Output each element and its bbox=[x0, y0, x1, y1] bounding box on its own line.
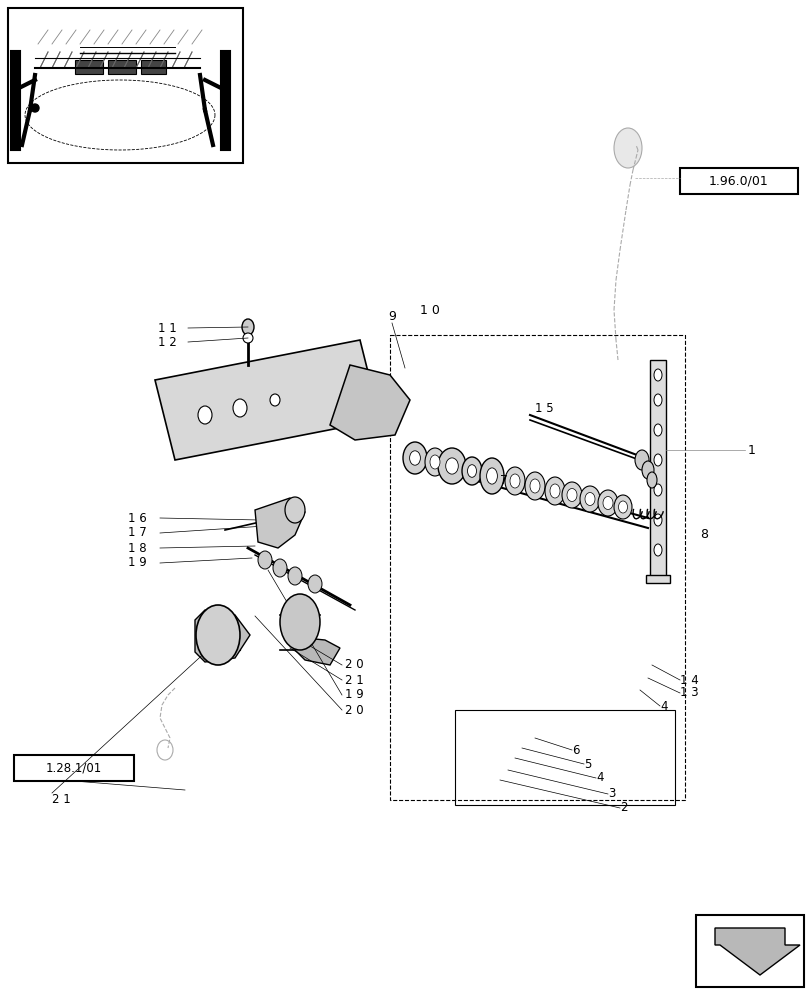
Bar bbox=[141, 60, 165, 74]
Ellipse shape bbox=[634, 450, 648, 470]
Polygon shape bbox=[255, 498, 305, 548]
Text: 2 0: 2 0 bbox=[345, 658, 363, 672]
Ellipse shape bbox=[530, 479, 539, 493]
Text: 1: 1 bbox=[747, 444, 755, 456]
Ellipse shape bbox=[613, 495, 631, 519]
Ellipse shape bbox=[544, 477, 564, 505]
Text: 1 3: 1 3 bbox=[679, 686, 697, 700]
Ellipse shape bbox=[579, 486, 599, 512]
Bar bbox=[75, 60, 103, 74]
Ellipse shape bbox=[409, 451, 420, 465]
Ellipse shape bbox=[467, 465, 476, 477]
Bar bbox=[695, 915, 803, 987]
Bar bbox=[646, 575, 669, 583]
Text: 7: 7 bbox=[500, 474, 508, 487]
Ellipse shape bbox=[561, 482, 581, 508]
Text: 1 7: 1 7 bbox=[128, 526, 147, 540]
Ellipse shape bbox=[584, 492, 594, 506]
Text: 1 5: 1 5 bbox=[534, 401, 553, 414]
Ellipse shape bbox=[285, 497, 305, 523]
Text: 1 6: 1 6 bbox=[128, 512, 147, 524]
Polygon shape bbox=[195, 610, 250, 662]
Text: 1 8: 1 8 bbox=[128, 542, 147, 554]
Text: 1 0: 1 0 bbox=[419, 304, 440, 316]
Ellipse shape bbox=[270, 514, 285, 534]
Ellipse shape bbox=[653, 514, 661, 526]
Text: 3: 3 bbox=[607, 787, 615, 800]
Ellipse shape bbox=[280, 594, 320, 650]
Ellipse shape bbox=[31, 104, 39, 112]
Ellipse shape bbox=[402, 442, 427, 474]
Ellipse shape bbox=[597, 490, 617, 516]
Ellipse shape bbox=[618, 501, 627, 513]
Ellipse shape bbox=[195, 605, 240, 665]
Ellipse shape bbox=[430, 455, 440, 469]
Ellipse shape bbox=[233, 399, 247, 417]
Bar bbox=[454, 710, 674, 805]
Ellipse shape bbox=[307, 575, 322, 593]
Text: 1 9: 1 9 bbox=[345, 688, 363, 702]
Ellipse shape bbox=[288, 567, 302, 585]
Ellipse shape bbox=[653, 424, 661, 436]
Ellipse shape bbox=[653, 369, 661, 381]
Text: 8: 8 bbox=[699, 528, 707, 542]
Ellipse shape bbox=[445, 458, 457, 474]
Text: 4: 4 bbox=[595, 771, 603, 784]
Ellipse shape bbox=[242, 319, 254, 335]
Polygon shape bbox=[714, 928, 799, 975]
Text: 2 1: 2 1 bbox=[345, 674, 363, 686]
Ellipse shape bbox=[486, 468, 497, 484]
Bar bbox=[8, 8, 242, 163]
Bar bbox=[108, 60, 135, 74]
Polygon shape bbox=[329, 365, 410, 440]
Text: 2 0: 2 0 bbox=[345, 704, 363, 716]
Ellipse shape bbox=[198, 406, 212, 424]
Text: 9: 9 bbox=[388, 310, 396, 322]
Text: 2: 2 bbox=[620, 801, 627, 814]
Text: 4: 4 bbox=[659, 700, 667, 712]
Ellipse shape bbox=[642, 461, 653, 479]
Ellipse shape bbox=[613, 128, 642, 168]
Ellipse shape bbox=[653, 394, 661, 406]
Text: 1 2: 1 2 bbox=[158, 336, 177, 349]
Ellipse shape bbox=[653, 484, 661, 496]
Text: 5: 5 bbox=[583, 758, 590, 770]
Ellipse shape bbox=[424, 448, 444, 476]
Bar bbox=[679, 168, 797, 194]
Ellipse shape bbox=[504, 467, 525, 495]
Ellipse shape bbox=[509, 474, 519, 488]
Ellipse shape bbox=[272, 559, 286, 577]
Polygon shape bbox=[155, 340, 380, 460]
Bar bbox=[649, 360, 665, 580]
Ellipse shape bbox=[653, 454, 661, 466]
Ellipse shape bbox=[549, 484, 560, 498]
Text: 1.96.0/01: 1.96.0/01 bbox=[708, 175, 768, 188]
Ellipse shape bbox=[646, 472, 656, 488]
Ellipse shape bbox=[525, 472, 544, 500]
Ellipse shape bbox=[437, 448, 466, 484]
Text: 1.28.1/01: 1.28.1/01 bbox=[45, 761, 102, 774]
Ellipse shape bbox=[479, 458, 504, 494]
Ellipse shape bbox=[603, 496, 612, 510]
Text: 2 1: 2 1 bbox=[52, 793, 71, 806]
Text: 1 9: 1 9 bbox=[128, 556, 147, 570]
Ellipse shape bbox=[195, 640, 234, 660]
Polygon shape bbox=[294, 638, 340, 665]
Ellipse shape bbox=[461, 457, 482, 485]
Bar bbox=[14, 755, 134, 781]
Text: 6: 6 bbox=[571, 744, 579, 756]
Text: 1 4: 1 4 bbox=[679, 674, 698, 686]
Text: 1 1: 1 1 bbox=[158, 322, 177, 334]
Ellipse shape bbox=[566, 488, 577, 502]
Ellipse shape bbox=[270, 394, 280, 406]
Ellipse shape bbox=[242, 333, 253, 343]
Ellipse shape bbox=[258, 551, 272, 569]
Bar bbox=[389, 335, 684, 800]
Ellipse shape bbox=[653, 544, 661, 556]
